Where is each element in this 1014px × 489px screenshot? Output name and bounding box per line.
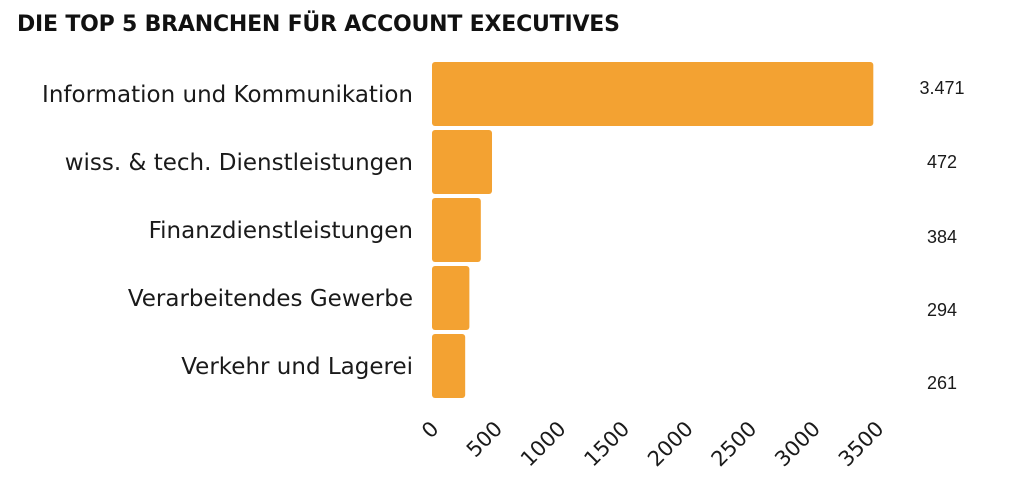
x-tick-label-6: 3000 (770, 417, 825, 472)
bar-1 (432, 130, 493, 194)
chart-title: DIE TOP 5 BRANCHEN FÜR ACCOUNT EXECUTIVE… (17, 12, 620, 37)
x-tick-label-4: 2000 (643, 417, 698, 472)
bar-4 (432, 334, 466, 398)
value-label-1: 472 (927, 152, 957, 172)
category-label-0: Information und Kommunikation (42, 82, 413, 108)
bar-0 (432, 62, 874, 126)
value-label-4: 261 (927, 373, 957, 393)
category-label-2: Finanzdienstleistungen (149, 218, 413, 244)
category-label-1: wiss. & tech. Dienstleistungen (65, 150, 413, 176)
x-tick-label-1: 500 (462, 417, 507, 462)
bar-3 (432, 266, 470, 330)
x-tick-label-7: 3500 (834, 417, 889, 472)
x-tick-label-3: 1500 (579, 417, 634, 472)
value-label-0: 3.471 (919, 78, 964, 98)
x-tick-label-0: 0 (417, 417, 443, 443)
category-label-3: Verarbeitendes Gewerbe (128, 286, 413, 312)
bar-2 (432, 198, 481, 262)
value-label-3: 294 (927, 300, 957, 320)
category-label-4: Verkehr und Lagerei (181, 354, 413, 380)
x-tick-label-2: 1000 (516, 417, 571, 472)
x-tick-label-5: 2500 (707, 417, 762, 472)
value-label-2: 384 (927, 227, 957, 247)
